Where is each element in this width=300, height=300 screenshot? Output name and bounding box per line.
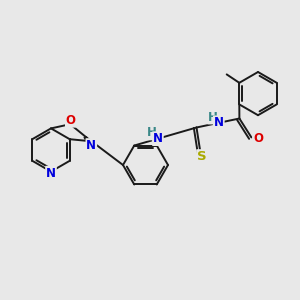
- Text: H: H: [147, 127, 157, 140]
- Text: H: H: [208, 111, 218, 124]
- Text: N: N: [86, 139, 96, 152]
- Text: S: S: [197, 150, 207, 163]
- Text: O: O: [253, 132, 263, 145]
- Text: N: N: [214, 116, 224, 129]
- Text: N: N: [153, 132, 163, 145]
- Text: N: N: [46, 167, 56, 180]
- Text: O: O: [66, 114, 76, 127]
